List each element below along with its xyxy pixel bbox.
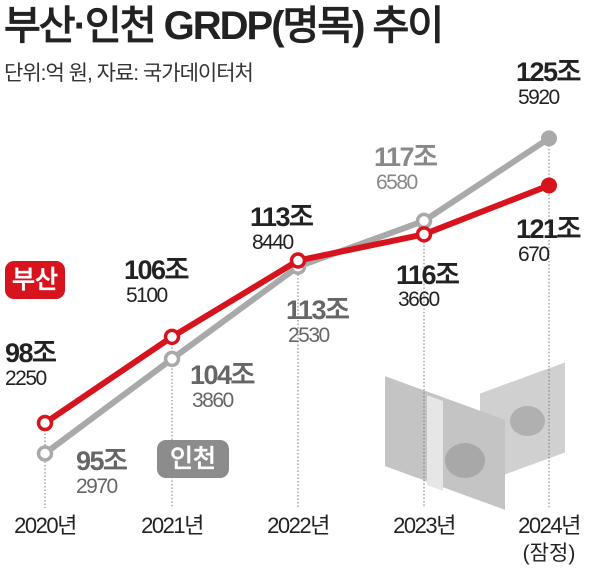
busan-point-4	[541, 177, 557, 194]
incheon-label-2024-jo: 125조	[516, 57, 581, 87]
busan-label-2021-eok: 5100	[126, 284, 168, 307]
x-tick-note-provisional: (잠정)	[522, 542, 576, 565]
x-tick-2020: 2020년	[14, 513, 77, 538]
busan-label-2024-eok: 670	[518, 243, 550, 266]
busan-label-2022-eok: 8440	[252, 231, 294, 254]
busan-label-2024-jo: 121조	[516, 214, 581, 244]
busan-point-1	[163, 328, 181, 346]
chart-title: 부산·인천 GRDP(명목) 추이	[4, 4, 444, 48]
incheon-label-2021-jo: 104조	[190, 360, 255, 390]
incheon-point-0	[36, 445, 54, 462]
incheon-label-2022-eok: 2530	[288, 324, 330, 347]
incheon-label-2021-eok: 3860	[192, 389, 234, 412]
x-tick-2023: 2023년	[393, 513, 456, 538]
busan-point-2	[289, 252, 307, 269]
busan-label-2021-jo: 106조	[124, 255, 189, 285]
busan-label-2023-jo: 116조	[396, 260, 460, 290]
plot-area	[36, 130, 557, 508]
incheon-label-2020-eok: 2970	[76, 475, 118, 498]
incheon-label-2023-jo: 117조	[374, 142, 438, 172]
busan-label-2020-jo: 98조	[5, 338, 57, 368]
incheon-point-3	[415, 212, 433, 230]
busan-point-3	[415, 226, 433, 243]
incheon-label-2024-eok: 5920	[518, 86, 560, 109]
chart-subtitle: 단위:억 원, 자료: 국가데이터처	[4, 62, 254, 85]
incheon-point-4	[541, 130, 557, 147]
incheon-label-2023-eok: 6580	[376, 171, 418, 194]
busan-label-2022-jo: 113조	[250, 202, 314, 232]
x-tick-2021: 2021년	[141, 513, 204, 538]
busan-label-2023-eok: 3660	[398, 288, 440, 311]
incheon-label-2022-jo: 113조	[286, 295, 350, 325]
x-tick-2024: 2024년	[518, 513, 581, 538]
busan-label-2020-eok: 2250	[5, 367, 47, 390]
legend-busan: 부산	[5, 261, 65, 299]
busan-point-0	[36, 414, 54, 432]
incheon-label-2020-jo: 95조	[76, 446, 128, 476]
incheon-point-1	[163, 350, 181, 368]
x-tick-2022: 2022년	[267, 513, 330, 538]
money-stack-illustration	[385, 362, 575, 510]
legend-incheon: 인천	[157, 440, 229, 478]
